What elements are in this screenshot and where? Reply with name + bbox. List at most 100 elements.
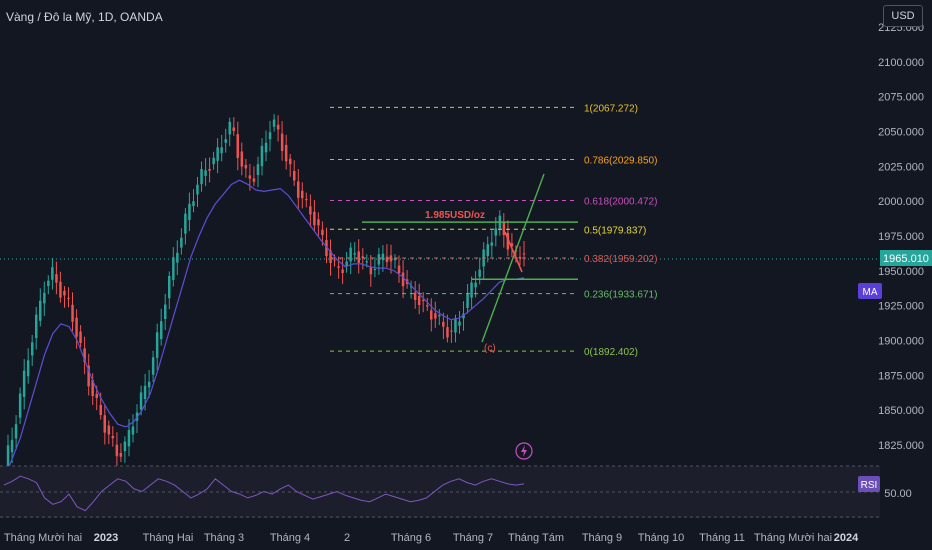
currency-button[interactable]: USD [883, 5, 923, 27]
candle-up [139, 392, 143, 410]
price-tick-label: 2050.000 [878, 127, 924, 139]
ma-line [3, 179, 525, 481]
rsi-pane[interactable]: RSI 50.00 [0, 465, 912, 518]
time-tick-label: Tháng 4 [270, 532, 310, 544]
candle-down [83, 348, 86, 362]
candle-down [317, 219, 320, 226]
time-tick-label: Tháng Hai [143, 532, 194, 544]
time-tick-label: Tháng 3 [204, 532, 244, 544]
candle-up [438, 315, 441, 317]
candle-down [252, 178, 256, 182]
candle-up [462, 313, 465, 319]
candle-up [127, 430, 131, 447]
fib-level-label: 0.236(1933.671) [584, 290, 657, 301]
candle-down [87, 365, 90, 387]
candle-up [345, 261, 348, 267]
candle-up [51, 267, 54, 280]
candle-down [99, 404, 102, 415]
candle-down [236, 134, 239, 158]
candle-up [373, 269, 377, 270]
candle-down [111, 436, 115, 439]
current-price-badge: 1965.010 [880, 250, 932, 266]
candle-down [276, 124, 280, 130]
time-tick-label: Tháng 9 [582, 532, 622, 544]
rsi-badge[interactable] [858, 476, 880, 492]
candle-up [6, 445, 10, 466]
candle-down [115, 444, 119, 457]
candle-up [160, 321, 163, 340]
candle-down [71, 304, 74, 322]
candle-down [333, 259, 336, 261]
candle-up [216, 147, 219, 161]
candle-down [341, 269, 344, 273]
lightning-icon [521, 445, 527, 457]
rsi-series-line [3, 475, 525, 512]
drawings-layer: 1.985USD/oz (c) [362, 173, 578, 354]
rsi-line [3, 475, 525, 512]
fib-level-label: 0.5(1979.837) [584, 225, 646, 236]
price-tick-label: 1950.000 [878, 266, 924, 278]
candle-down [75, 317, 78, 337]
candle-down [309, 206, 312, 215]
candle-down [305, 199, 308, 201]
candle-up [31, 342, 34, 356]
time-tick-label: Tháng 6 [391, 532, 431, 544]
candle-down [79, 331, 82, 343]
candle-up [131, 426, 135, 435]
candle-up [224, 139, 227, 143]
current-price-text: 1965.010 [883, 253, 929, 265]
candle-down [301, 190, 304, 199]
candle-down [413, 292, 417, 300]
candle-down [63, 290, 66, 296]
candle-down [119, 453, 123, 457]
price-axis[interactable]: 2125.0002100.0002075.0002050.0002025.000… [878, 22, 924, 452]
candle-down [284, 144, 288, 162]
candle-down [397, 265, 401, 274]
time-tick-label: Tháng Mười hai [4, 532, 82, 544]
candle-up [470, 282, 473, 298]
resistance-label: 1.985USD/oz [425, 210, 485, 221]
ma-layer [3, 179, 525, 481]
candle-up [353, 253, 356, 255]
time-tick-label: 2 [344, 532, 350, 544]
candle-up [486, 244, 489, 257]
time-axis[interactable]: Tháng Mười hai 2023 Tháng Hai Tháng 3 Tháng … [4, 532, 859, 544]
price-tick-label: 1975.000 [878, 231, 924, 243]
rsi-tick-label: 50.00 [884, 488, 912, 500]
candle-up [10, 440, 14, 453]
candle-down [506, 232, 510, 250]
price-tick-label: 1900.000 [878, 336, 924, 348]
ma-badge-label: MA [863, 287, 878, 298]
candle-down [337, 266, 340, 268]
candle-down [361, 256, 364, 259]
candle-down [240, 151, 244, 167]
candle-up [478, 269, 481, 277]
time-tick-label: Tháng Mười hai [754, 532, 832, 544]
candle-up [409, 286, 413, 288]
time-tick-label: 2023 [94, 532, 118, 544]
candle-up [151, 357, 155, 375]
candle-down [422, 299, 425, 301]
candle-up [35, 314, 38, 338]
price-tick-label: 2025.000 [878, 161, 924, 173]
candle-up [188, 203, 191, 220]
candle-down [208, 169, 211, 171]
candle-down [389, 255, 393, 262]
candle-down [522, 253, 526, 255]
price-tick-label: 2100.000 [878, 57, 924, 69]
candle-up [39, 300, 42, 321]
wave-label: (c) [484, 343, 496, 354]
time-tick-label: Tháng 7 [453, 532, 493, 544]
candle-up [123, 441, 127, 452]
symbol-title: Vàng / Đô la Mỹ, 1D, OANDA [6, 10, 163, 24]
candle-down [357, 251, 360, 263]
candle-down [313, 211, 316, 226]
candle-up [26, 360, 30, 377]
ma-badge[interactable]: MA [858, 283, 882, 299]
candle-up [228, 121, 231, 135]
candle-down [446, 327, 449, 338]
event-icon[interactable] [515, 442, 533, 460]
price-tick-label: 1825.000 [878, 440, 924, 452]
